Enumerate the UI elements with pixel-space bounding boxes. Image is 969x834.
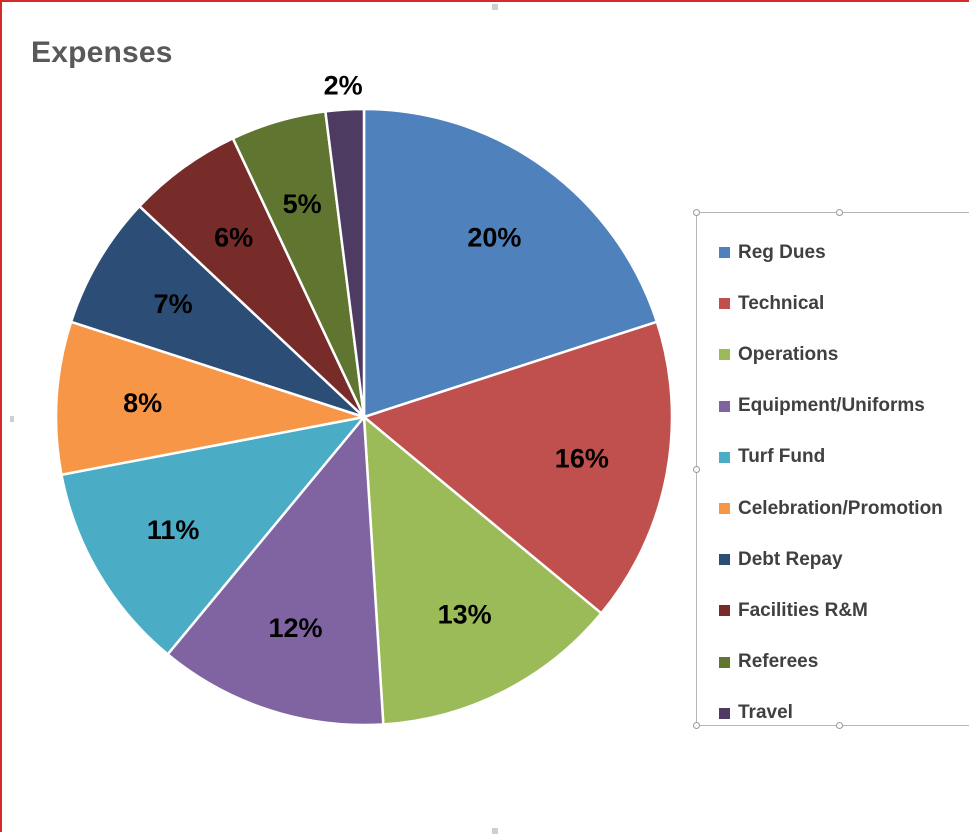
legend-label: Facilities R&M [738,599,868,621]
legend[interactable]: Reg Dues Technical Operations Equipment/Uni… [693,209,969,729]
legend-list: Reg Dues Technical Operations Equipment/Uni… [719,227,943,739]
legend-swatch [719,554,730,566]
legend-swatch [719,247,730,259]
pie-slice-technical[interactable] [362,320,674,615]
data-label: 7% [154,289,193,319]
pie-slice-equipment-uniforms[interactable] [166,415,385,727]
pie-slice-reg-dues[interactable] [362,107,659,419]
resize-handle[interactable] [836,722,843,729]
data-label: 8% [123,388,162,418]
data-label: 12% [268,613,322,643]
data-label: 6% [214,223,253,253]
pie-slice-travel[interactable] [324,107,366,419]
pie-slice-turf-fund[interactable] [60,415,366,656]
legend-item: Facilities R&M [719,585,943,636]
pie-slice-debt-repay[interactable] [69,204,366,419]
legend-label: Referees [738,651,819,673]
data-label: 11% [147,515,200,545]
legend-item: Debt Repay [719,534,943,585]
legend-label: Turf Fund [738,446,826,468]
data-label: 2% [324,71,363,101]
legend-swatch [719,707,730,719]
data-label: 16% [555,444,609,474]
data-label: 20% [467,223,521,253]
legend-item: Celebration/Promotion [719,483,943,534]
frame-handle[interactable] [492,4,498,10]
legend-swatch [719,503,730,515]
frame-handle[interactable] [10,416,14,422]
legend-swatch [719,349,730,361]
pie-chart: 20% 16% 13% 12% 11% 8% 7% 6% 5% 2% [54,71,674,727]
resize-handle[interactable] [693,209,700,216]
legend-label: Travel [738,702,793,724]
legend-item: Technical [719,278,943,329]
legend-label: Equipment/Uniforms [738,395,925,417]
resize-handle[interactable] [693,466,700,473]
legend-label: Technical [738,292,825,314]
legend-swatch [719,451,730,463]
frame-handle[interactable] [492,828,498,834]
resize-handle[interactable] [693,722,700,729]
legend-label: Operations [738,343,839,365]
legend-swatch [719,298,730,310]
legend-item: Reg Dues [719,227,943,278]
legend-label: Reg Dues [738,241,826,263]
data-label: 13% [438,600,492,630]
legend-label: Debt Repay [738,548,843,570]
pie-slice-celebration-promotion[interactable] [54,320,366,476]
chart-title: Expenses [31,36,173,69]
legend-item: Equipment/Uniforms [719,381,943,432]
data-label: 5% [283,189,322,219]
legend-swatch [719,656,730,668]
pie-slice-operations[interactable] [362,415,603,726]
legend-item: Turf Fund [719,432,943,483]
legend-item: Operations [719,329,943,380]
legend-label: Celebration/Promotion [738,497,943,519]
legend-swatch [719,605,730,617]
legend-swatch [719,400,730,412]
resize-handle[interactable] [836,209,843,216]
legend-item: Referees [719,637,943,688]
legend-item: Travel [719,688,943,739]
